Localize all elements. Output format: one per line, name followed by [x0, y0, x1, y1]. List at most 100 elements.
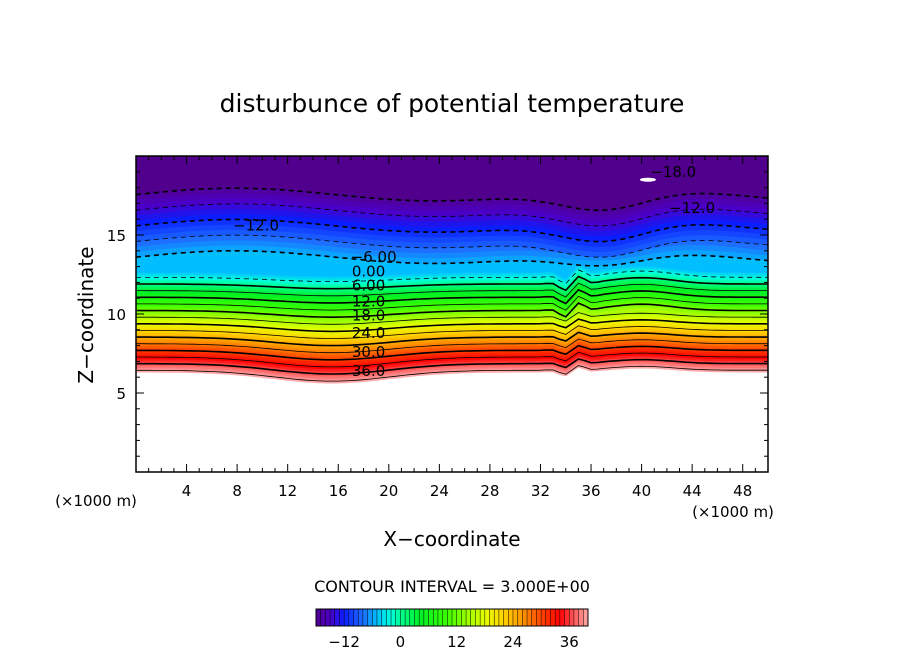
colorbar-swatch — [456, 609, 462, 626]
colorbar-swatch — [423, 609, 429, 626]
x-tick-label: 40 — [632, 482, 651, 500]
x-tick-label: 36 — [581, 482, 600, 500]
contour-line — [136, 338, 768, 354]
colorbar-swatch — [339, 609, 345, 626]
colorbar-swatch — [583, 609, 589, 626]
contour-line — [136, 234, 768, 258]
contour-label: 24.0 — [352, 324, 385, 342]
x-tick-label: 12 — [278, 482, 297, 500]
colorbar-swatch — [508, 609, 514, 626]
x-tick-label: 20 — [379, 482, 398, 500]
contour-line — [136, 331, 768, 347]
colorbar-swatch — [437, 609, 443, 626]
colorbar-swatch — [433, 609, 439, 626]
plot-area: −18.0 −12.0 −12.0 −6.000.006.0012.018.024.0… — [136, 156, 768, 384]
colorbar-swatch — [372, 609, 378, 626]
colorbar-swatch — [325, 609, 331, 626]
chart-title: disturbunce of potential temperature — [220, 89, 685, 118]
y-tick-labels: 5 10 15 — [107, 227, 126, 403]
colorbar-swatch — [344, 609, 350, 626]
colorbar-swatch — [475, 609, 481, 626]
colorbar-swatch — [541, 609, 547, 626]
colorbar-swatch — [442, 609, 448, 626]
colorbar-frame — [315, 608, 589, 627]
contour-label: −12.0 — [233, 217, 279, 235]
x-tick-label: 44 — [683, 482, 702, 500]
colorbar-swatch — [536, 609, 542, 626]
contour-line — [136, 275, 768, 292]
colorbar-swatch — [559, 609, 565, 626]
contour-line — [136, 365, 768, 382]
y-axis-label: Z−coordinate — [74, 246, 98, 383]
colorbar-swatch — [367, 609, 373, 626]
contour-line — [136, 288, 768, 305]
axis-ticks — [136, 156, 768, 472]
x-unit-right: (×1000 m) — [692, 503, 774, 521]
contour-line — [136, 325, 768, 339]
colorbar-tick-label: 0 — [396, 633, 406, 651]
contour-line — [136, 218, 768, 243]
colorbar-swatch — [376, 609, 382, 626]
x-tick-labels: 4 8 12 16 20 24 28 32 36 40 44 48 — [182, 482, 752, 500]
colorbar-swatch — [320, 609, 326, 626]
colorbar-tick-label: −12 — [328, 633, 360, 651]
colorbar-swatch — [466, 609, 472, 626]
contour-label: 18.0 — [352, 307, 385, 325]
colorbar-swatch — [517, 609, 523, 626]
colorbar-swatch — [498, 609, 504, 626]
contour-label: −12.0 — [669, 199, 715, 217]
colorbar-swatch — [489, 609, 495, 626]
contour-line — [136, 187, 768, 212]
colorbar-swatch — [494, 609, 500, 626]
x-tick-label: 32 — [531, 482, 550, 500]
x-tick-label: 24 — [430, 482, 449, 500]
colorbar-swatch — [503, 609, 509, 626]
colorbar-swatch — [386, 609, 392, 626]
colorbar-swatch — [569, 609, 575, 626]
contour-line — [136, 203, 768, 227]
x-axis-label: X−coordinate — [383, 527, 520, 551]
colorbar-swatch — [362, 609, 368, 626]
colorbar-swatch — [414, 609, 420, 626]
colorbar-swatch — [395, 609, 401, 626]
colorbar-swatch — [405, 609, 411, 626]
colorbar-tick-label: 12 — [447, 633, 466, 651]
colorbar-swatch — [358, 609, 364, 626]
contour-line — [136, 295, 768, 311]
x-tick-label: 48 — [733, 482, 752, 500]
colorbar-swatch — [391, 609, 397, 626]
x-unit-left: (×1000 m) — [55, 492, 137, 510]
colorbar-swatch — [522, 609, 528, 626]
colorbar-swatch — [447, 609, 453, 626]
colorbar-swatch — [400, 609, 406, 626]
colorbar-swatch — [545, 609, 551, 626]
colorbar-swatch — [480, 609, 486, 626]
x-tick-label: 8 — [232, 482, 242, 500]
contour-line — [136, 344, 768, 361]
contour-line — [136, 302, 768, 319]
x-tick-label: 28 — [480, 482, 499, 500]
colorbar-swatch — [578, 609, 584, 626]
contour-labels: −18.0 −12.0 −12.0 −6.000.006.0012.018.024.0… — [233, 163, 715, 380]
colorbar-swatch — [419, 609, 425, 626]
contour-label: 12.0 — [352, 292, 385, 310]
cold-blob-core — [639, 177, 656, 182]
contour-lines — [136, 187, 768, 382]
contour-label: −6.00 — [351, 248, 397, 266]
colorbar — [315, 609, 589, 626]
contour-line — [136, 351, 768, 368]
colorbar-swatch — [484, 609, 490, 626]
contour-label: 6.00 — [352, 277, 385, 295]
colorbar-swatch — [316, 609, 321, 626]
colorbar-swatch — [330, 609, 336, 626]
colorbar-swatch — [452, 609, 457, 626]
contour-label: 0.00 — [352, 262, 385, 280]
contour-line — [136, 358, 768, 375]
contour-line — [136, 282, 768, 298]
colorbar-swatch — [470, 609, 476, 626]
colorbar-swatch — [461, 609, 467, 626]
y-tick-label: 15 — [107, 227, 126, 245]
colorbar-tick-labels: −12 0 12 24 36 — [328, 633, 578, 651]
x-tick-label: 4 — [182, 482, 192, 500]
